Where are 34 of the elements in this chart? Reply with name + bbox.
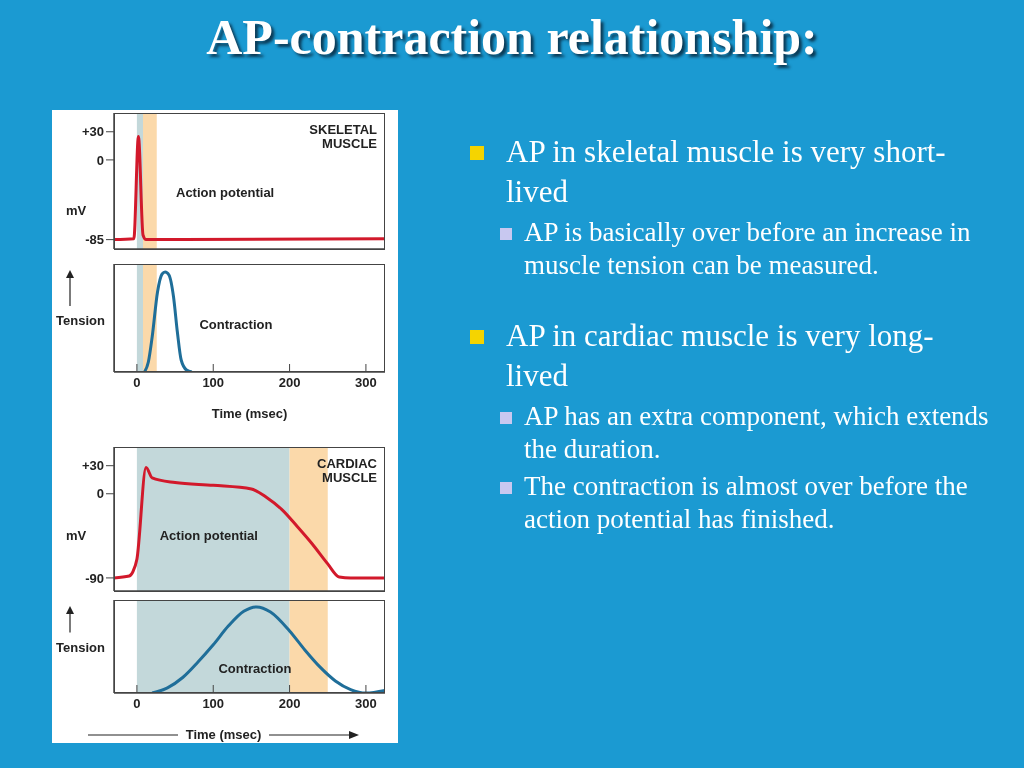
annotation: Action potential <box>176 184 275 200</box>
x-tick-label: 200 <box>278 375 301 391</box>
y-axis-title: mV <box>65 202 88 218</box>
y-tick-label: +30 <box>81 124 104 140</box>
x-axis-title: Time (msec) <box>211 406 288 421</box>
y-axis-title: Tension <box>56 312 106 328</box>
text: AP in cardiac muscle is very long-lived <box>506 317 935 395</box>
annotation: Action potential <box>159 527 258 543</box>
line-series <box>114 134 385 242</box>
y-tick-label: -90 <box>85 570 104 586</box>
y-tick-label: +30 <box>81 458 104 474</box>
x-axis-title: Time (msec) <box>185 727 262 742</box>
y-tick-label: 0 <box>96 486 104 502</box>
y-tick-label: 0 <box>96 152 104 168</box>
y-tick-label: -85 <box>85 232 104 248</box>
text: CARDIAC MUSCLE <box>316 456 377 485</box>
y-axis-title: mV <box>65 527 88 543</box>
annotation: Contraction <box>218 660 292 676</box>
text: AP in skeletal muscle is very short-lived <box>506 133 947 211</box>
x-tick-label: 0 <box>133 696 141 712</box>
x-tick-label: 200 <box>278 696 301 712</box>
x-tick-label: 300 <box>355 375 377 391</box>
x-tick-label: 100 <box>202 696 225 712</box>
x-tick-label: 0 <box>133 375 141 391</box>
y-axis-title: Tension <box>56 639 106 654</box>
text: AP is basically over before an increase in muscle tension can be measured. <box>524 216 972 282</box>
text: The contraction is almost over before the action potential has finished. <box>524 470 969 536</box>
text: AP has an extra component, which extends the duration. <box>524 400 990 466</box>
text: SKELETAL MUSCLE <box>308 122 377 151</box>
text: AP-contraction relationship: <box>205 8 819 66</box>
x-tick-label: 300 <box>355 696 377 712</box>
annotation: Contraction <box>199 316 273 332</box>
line-series <box>114 466 385 580</box>
x-tick-label: 100 <box>202 375 225 391</box>
